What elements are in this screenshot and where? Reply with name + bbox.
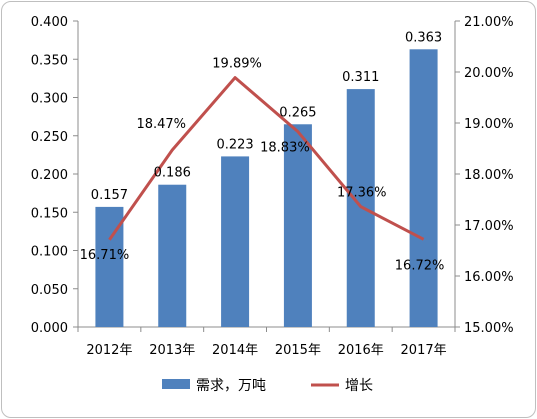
legend-label-bar: 需求，万吨 [196, 378, 266, 394]
left-tick-label: 0.100 [31, 245, 68, 260]
left-tick-label: 0.300 [31, 92, 68, 107]
line-data-label: 18.47% [136, 117, 186, 132]
bar-data-label: 0.363 [405, 30, 442, 45]
line-data-label: 17.36% [337, 186, 387, 201]
growth-line [108, 76, 425, 241]
legend-label-line: 增长 [345, 378, 373, 394]
x-tick-label: 2014年 [212, 343, 258, 358]
right-tick-label: 16.00% [464, 270, 514, 285]
bar [409, 49, 438, 328]
x-tick-label: 2012年 [86, 343, 132, 358]
left-tick-label: 0.050 [31, 283, 68, 298]
bar-data-label: 0.157 [91, 188, 128, 203]
x-tick-label: 2015年 [275, 343, 321, 358]
left-tick-label: 0.250 [31, 130, 68, 145]
right-tick-label: 20.00% [464, 66, 514, 81]
bar-data-label: 0.186 [154, 166, 191, 181]
bar [221, 156, 250, 327]
right-tick-label: 15.00% [464, 321, 514, 336]
x-tick-label: 2013年 [149, 343, 195, 358]
line-data-label: 16.72% [395, 258, 445, 273]
line-data-label: 19.89% [212, 57, 262, 72]
bar-data-label: 0.265 [279, 105, 316, 120]
left-tick-label: 0.000 [31, 321, 68, 336]
right-tick-label: 18.00% [464, 168, 514, 183]
line-data-label: 18.83% [260, 141, 310, 156]
right-tick-label: 17.00% [464, 219, 514, 234]
left-tick-label: 0.400 [31, 15, 68, 30]
bar-data-label: 0.311 [342, 70, 379, 85]
line-data-label: 16.71% [80, 248, 130, 263]
right-tick-label: 21.00% [464, 15, 514, 30]
legend-swatch-bar [162, 379, 190, 389]
left-tick-label: 0.200 [31, 168, 68, 183]
x-tick-label: 2016年 [338, 343, 384, 358]
bar [158, 184, 187, 327]
left-tick-label: 0.150 [31, 206, 68, 221]
x-tick-label: 2017年 [401, 343, 447, 358]
bar [283, 124, 312, 328]
left-tick-label: 0.350 [31, 53, 68, 68]
bar-data-label: 0.223 [216, 137, 253, 152]
right-tick-label: 19.00% [464, 117, 514, 132]
